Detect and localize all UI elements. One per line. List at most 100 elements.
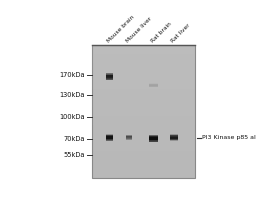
Bar bbox=[170, 139, 178, 140]
Bar bbox=[149, 86, 157, 87]
Bar bbox=[149, 136, 158, 137]
Bar bbox=[149, 85, 157, 86]
Text: 70kDa: 70kDa bbox=[64, 136, 85, 142]
Bar bbox=[106, 76, 113, 77]
Bar bbox=[106, 139, 113, 140]
Bar bbox=[149, 138, 158, 139]
Bar bbox=[126, 135, 132, 137]
Bar bbox=[170, 135, 178, 137]
Bar bbox=[106, 139, 113, 140]
Bar bbox=[106, 134, 113, 135]
Bar bbox=[92, 85, 195, 89]
Bar bbox=[149, 84, 157, 85]
Bar bbox=[92, 45, 195, 178]
Bar bbox=[92, 134, 195, 138]
Bar bbox=[92, 89, 195, 94]
Bar bbox=[92, 165, 195, 169]
Bar bbox=[106, 137, 113, 138]
Bar bbox=[149, 84, 157, 85]
Bar bbox=[92, 147, 195, 151]
Bar bbox=[126, 137, 132, 138]
Bar bbox=[149, 139, 158, 140]
Bar bbox=[170, 137, 178, 139]
Bar bbox=[106, 139, 113, 141]
Bar bbox=[106, 77, 113, 78]
Bar bbox=[149, 85, 157, 86]
Bar bbox=[149, 140, 158, 142]
Bar bbox=[92, 151, 195, 156]
Bar bbox=[149, 83, 157, 84]
Text: PI3 Kinase p85 alpha: PI3 Kinase p85 alpha bbox=[202, 135, 256, 140]
Text: 130kDa: 130kDa bbox=[60, 92, 85, 99]
Bar bbox=[126, 139, 132, 140]
Bar bbox=[126, 138, 132, 139]
Bar bbox=[92, 76, 195, 80]
Text: 170kDa: 170kDa bbox=[60, 72, 85, 78]
Bar bbox=[126, 135, 132, 136]
Bar bbox=[170, 136, 178, 137]
Bar bbox=[106, 78, 113, 79]
Bar bbox=[106, 136, 113, 137]
Bar bbox=[149, 140, 158, 141]
Bar bbox=[149, 137, 158, 138]
Bar bbox=[92, 80, 195, 85]
Bar bbox=[92, 142, 195, 147]
Text: 100kDa: 100kDa bbox=[60, 114, 85, 120]
Bar bbox=[149, 85, 157, 86]
Bar bbox=[92, 116, 195, 120]
Bar bbox=[92, 63, 195, 67]
Bar bbox=[149, 135, 158, 136]
Bar bbox=[149, 135, 158, 136]
Bar bbox=[106, 140, 113, 141]
Bar bbox=[106, 74, 113, 76]
Text: Mouse liver: Mouse liver bbox=[126, 16, 153, 43]
Bar bbox=[92, 107, 195, 111]
Bar bbox=[106, 135, 113, 136]
Bar bbox=[149, 141, 158, 142]
Bar bbox=[149, 86, 157, 87]
Bar bbox=[106, 75, 113, 78]
Bar bbox=[92, 169, 195, 174]
Bar bbox=[149, 138, 158, 139]
Bar bbox=[106, 135, 113, 136]
Bar bbox=[92, 58, 195, 63]
Bar bbox=[149, 137, 158, 138]
Bar bbox=[106, 73, 113, 74]
Bar bbox=[106, 78, 113, 80]
Bar bbox=[106, 76, 113, 77]
Bar bbox=[149, 141, 158, 142]
Bar bbox=[170, 137, 178, 138]
Bar bbox=[149, 139, 158, 140]
Bar bbox=[106, 138, 113, 139]
Text: Rat brain: Rat brain bbox=[150, 21, 172, 43]
Bar bbox=[106, 74, 113, 76]
Bar bbox=[92, 72, 195, 76]
Bar bbox=[92, 156, 195, 160]
Bar bbox=[92, 160, 195, 165]
Bar bbox=[126, 137, 132, 138]
Bar bbox=[106, 136, 113, 137]
Bar bbox=[92, 67, 195, 72]
Text: Mouse brain: Mouse brain bbox=[106, 14, 135, 43]
Bar bbox=[92, 125, 195, 129]
Bar bbox=[149, 136, 158, 138]
Bar bbox=[106, 73, 113, 74]
Bar bbox=[170, 139, 178, 140]
Bar bbox=[126, 135, 132, 136]
Bar bbox=[92, 94, 195, 98]
Bar bbox=[106, 135, 113, 137]
Bar bbox=[106, 136, 113, 139]
Bar bbox=[106, 74, 113, 75]
Bar bbox=[126, 136, 132, 137]
Bar bbox=[106, 75, 113, 76]
Bar bbox=[92, 54, 195, 58]
Text: 55kDa: 55kDa bbox=[64, 152, 85, 158]
Bar bbox=[92, 103, 195, 107]
Bar bbox=[170, 135, 178, 136]
Bar bbox=[92, 120, 195, 125]
Bar bbox=[149, 84, 157, 85]
Bar bbox=[92, 45, 195, 49]
Bar bbox=[92, 98, 195, 103]
Bar bbox=[92, 138, 195, 142]
Bar bbox=[170, 134, 178, 135]
